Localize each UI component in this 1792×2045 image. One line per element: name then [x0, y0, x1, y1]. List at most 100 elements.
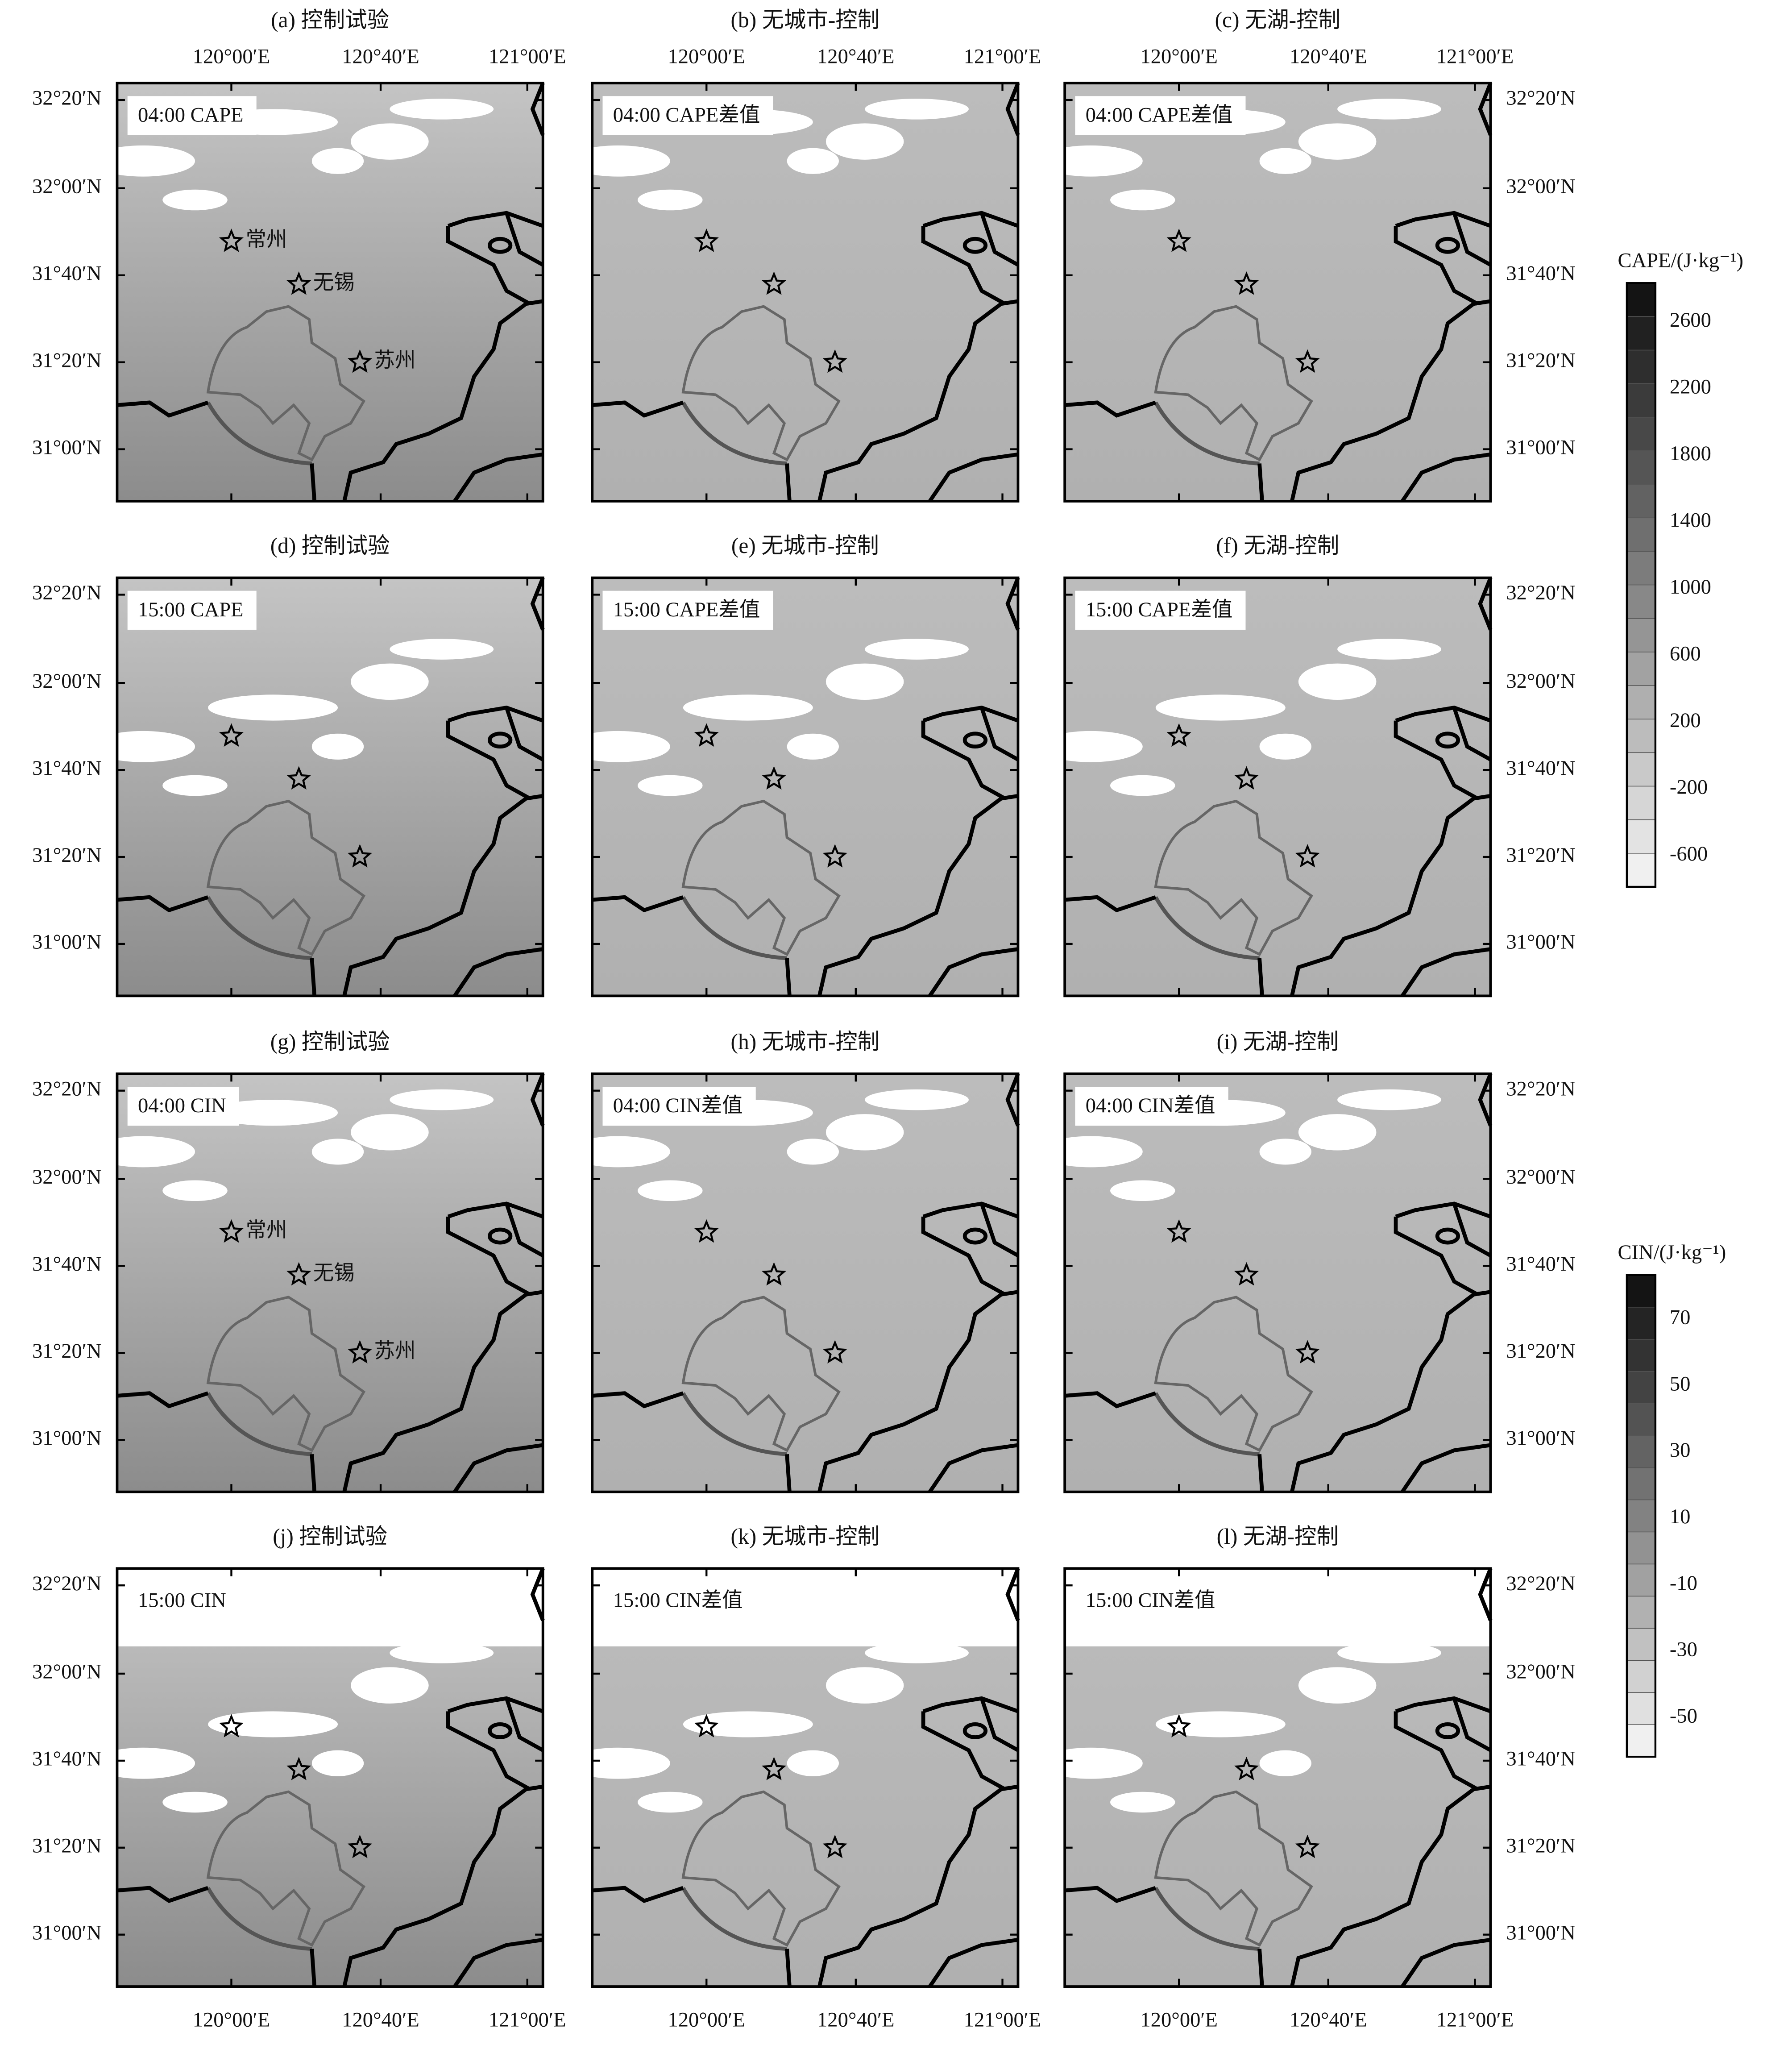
map: 04:00 CAPE差值	[566, 82, 1020, 503]
masked-area	[1259, 733, 1311, 760]
map-frame	[1063, 576, 1492, 998]
masked-area	[638, 1180, 703, 1201]
masked-area	[390, 1642, 494, 1663]
island	[962, 1722, 988, 1739]
masked-area	[390, 639, 494, 660]
island	[488, 1722, 513, 1739]
lake-shore	[1154, 1392, 1260, 1456]
masked-area	[566, 731, 670, 762]
colorbar-tick-label: -10	[1670, 1572, 1697, 1595]
y-tick-label: 31°00′N	[32, 931, 101, 954]
x-tick-label: 121°00′E	[964, 2008, 1041, 2031]
masked-area	[1337, 1089, 1441, 1110]
y-tick-label: 32°00′N	[1506, 1661, 1575, 1683]
masked-area	[825, 663, 904, 700]
panel-label: 04:00 CIN差值	[1086, 1094, 1215, 1117]
masked-area	[208, 694, 338, 721]
lake-shore	[681, 896, 787, 960]
city-marker	[761, 271, 787, 295]
colorbar-tick-label: 2600	[1670, 309, 1711, 332]
map: 15:00 CAPE	[91, 576, 545, 998]
masked-area	[1039, 731, 1143, 762]
x-tick-label: 120°00′E	[668, 46, 745, 68]
colorbar-band	[1626, 618, 1656, 653]
boundary	[117, 82, 545, 503]
island	[488, 1227, 513, 1245]
masked-area	[1039, 1136, 1143, 1168]
masked-area	[351, 123, 429, 160]
masked-area	[825, 1114, 904, 1151]
masked-area	[787, 1139, 839, 1165]
x-tick-label: 120°40′E	[817, 46, 895, 68]
panel-label: 04:00 CAPE差值	[613, 104, 760, 127]
masked-area	[865, 639, 969, 660]
masked-area	[638, 189, 703, 211]
masked-area	[91, 1747, 195, 1779]
lake-outline	[206, 305, 366, 461]
city-name: 无锡	[313, 271, 355, 294]
y-tick-label: 31°40′N	[32, 1253, 101, 1276]
masked-area	[683, 1711, 813, 1737]
city-marker	[822, 349, 847, 373]
colorbar-band	[1626, 1275, 1656, 1308]
x-tick-label: 121°00′E	[1436, 46, 1514, 68]
lake-outline	[1154, 1296, 1313, 1452]
city-marker	[1234, 1262, 1259, 1286]
y-tick-label: 31°20′N	[1506, 1834, 1575, 1857]
masked-area	[1337, 99, 1441, 120]
masked-area	[351, 1114, 429, 1151]
masked-area	[1155, 1711, 1286, 1737]
map-frame	[1063, 1072, 1492, 1493]
map: 04:00 CAPE差值	[1039, 82, 1493, 503]
panel-title: (l) 无湖-控制	[1217, 1524, 1339, 1549]
colorbar-tick-label: 30	[1670, 1439, 1691, 1462]
masked-area	[1298, 663, 1377, 700]
colorbar-title: CIN/(J·kg⁻¹)	[1618, 1241, 1726, 1264]
map-frame	[591, 576, 1020, 998]
label-box	[1075, 590, 1246, 630]
y-tick-label: 32°20′N	[1506, 582, 1575, 604]
map-frame	[116, 1567, 544, 1988]
panel-title: (g) 控制试验	[270, 1029, 390, 1054]
masked-area	[91, 1136, 195, 1168]
y-tick-label: 31°40′N	[1506, 1253, 1575, 1276]
panel-title: (a) 控制试验	[271, 8, 389, 32]
boundary	[1064, 1567, 1493, 1988]
colorbar-band	[1626, 685, 1656, 719]
masked-area	[208, 1711, 338, 1737]
panel-label: 15:00 CAPE	[138, 599, 244, 621]
island	[962, 237, 988, 254]
city-marker	[1234, 766, 1259, 790]
city-marker	[822, 844, 847, 868]
panel-label: 04:00 CIN	[138, 1094, 226, 1117]
masked-area	[787, 148, 839, 174]
map: 15:00 CAPE差值	[1039, 576, 1493, 998]
x-tick-label: 121°00′E	[489, 46, 566, 68]
city-marker	[694, 1219, 719, 1243]
colorbar-title: CAPE/(J·kg⁻¹)	[1618, 249, 1744, 272]
masked-area	[162, 189, 228, 211]
city-marker	[347, 1834, 373, 1858]
city-marker	[1295, 1340, 1320, 1363]
label-box	[602, 96, 773, 135]
y-tick-label: 32°00′N	[32, 1166, 101, 1189]
panel-label: 15:00 CIN差值	[1086, 1589, 1215, 1612]
colorbar-band	[1626, 652, 1656, 686]
masked-area	[1298, 1667, 1377, 1704]
colorbar-band	[1626, 450, 1656, 485]
colorbar-band	[1626, 1660, 1656, 1693]
colorbar-band	[1626, 1435, 1656, 1468]
colorbar-band	[1626, 786, 1656, 820]
y-tick-label: 31°20′N	[1506, 844, 1575, 867]
masked-area	[865, 99, 969, 120]
masked-area	[1259, 1139, 1311, 1165]
boundary	[117, 1567, 545, 1988]
colorbar-tick-label: -50	[1670, 1705, 1697, 1728]
colorbar-tick-label: 200	[1670, 709, 1701, 732]
island	[488, 732, 513, 749]
panel-title: (j) 控制试验	[273, 1524, 387, 1549]
y-tick-label: 31°40′N	[1506, 757, 1575, 780]
panel-title: (k) 无城市-控制	[731, 1524, 880, 1549]
lake-shore	[206, 896, 312, 960]
city-marker	[694, 229, 719, 252]
